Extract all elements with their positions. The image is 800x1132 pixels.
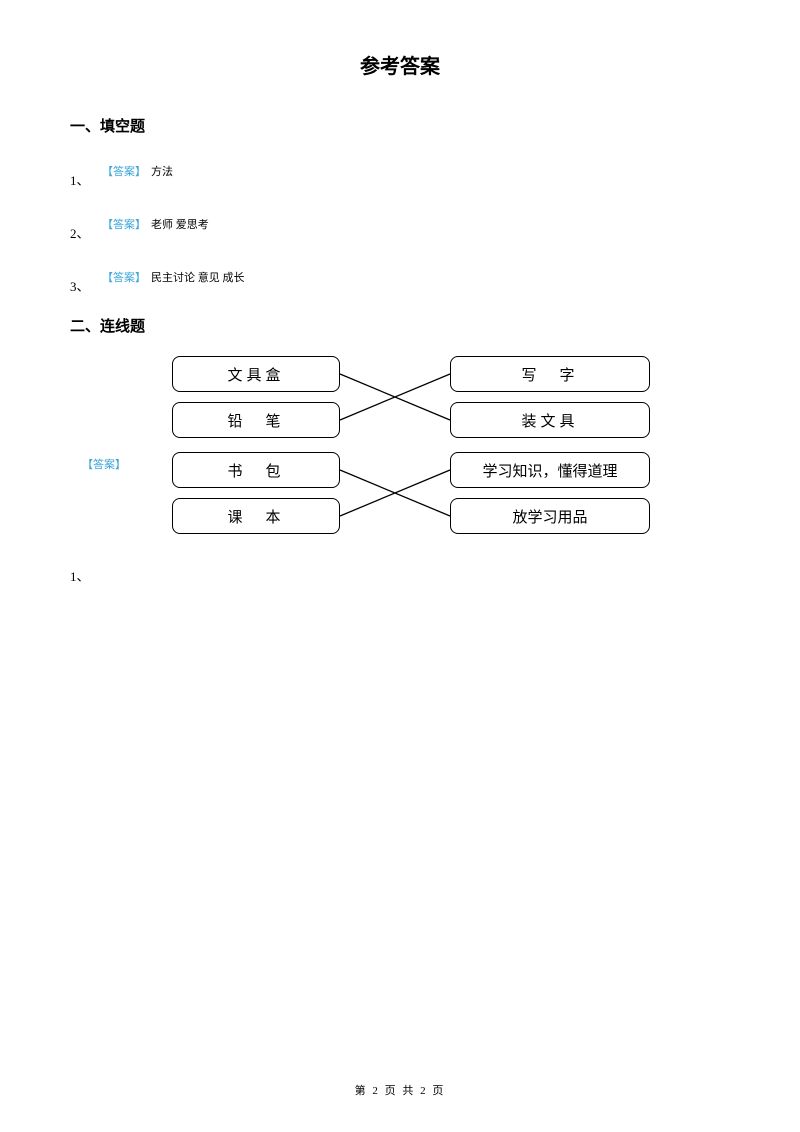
answer-1-label: 【答案】 [102, 166, 146, 178]
match-box: 写 字 [450, 356, 650, 392]
answer-1-text: 方法 [151, 166, 173, 178]
match-box: 书 包 [172, 452, 340, 488]
answer-3-text: 民主讨论 意见 成长 [151, 272, 245, 284]
answer-2-num: 2、 [70, 223, 94, 242]
answer-2: 2、 【答案】 老师 爱思考 [70, 209, 730, 242]
section1-title: 一、填空题 [70, 115, 730, 136]
answer-2-text: 老师 爱思考 [151, 219, 209, 231]
page-title: 参考答案 [70, 50, 730, 79]
match-box: 铅 笔 [172, 402, 340, 438]
answer-1: 1、 【答案】 方法 [70, 156, 730, 189]
answer-3-num: 3、 [70, 276, 94, 295]
page-footer: 第 2 页 共 2 页 [0, 1082, 800, 1098]
section2-title: 二、连线题 [70, 315, 730, 336]
answer-1-num: 1、 [70, 170, 94, 189]
answer-3-label: 【答案】 [102, 272, 146, 284]
answer-3: 3、 【答案】 民主讨论 意见 成长 [70, 262, 730, 295]
match-box: 学习知识，懂得道理 [450, 452, 650, 488]
matching-num: 1、 [70, 566, 90, 585]
match-box: 课 本 [172, 498, 340, 534]
answer-2-label: 【答案】 [102, 219, 146, 231]
match-box: 文具盒 [172, 356, 340, 392]
matching-answer-label: 【答案】 [82, 456, 126, 472]
match-box: 放学习用品 [450, 498, 650, 534]
matching-container: 【答案】 1、 文具盒铅 笔书 包课 本写 字装文具学习知识，懂得道理放学习用品 [70, 356, 730, 576]
match-box: 装文具 [450, 402, 650, 438]
matching-boxes-wrap: 文具盒铅 笔书 包课 本 写 字装文具学习知识，懂得道理放学习用品 [130, 356, 670, 556]
